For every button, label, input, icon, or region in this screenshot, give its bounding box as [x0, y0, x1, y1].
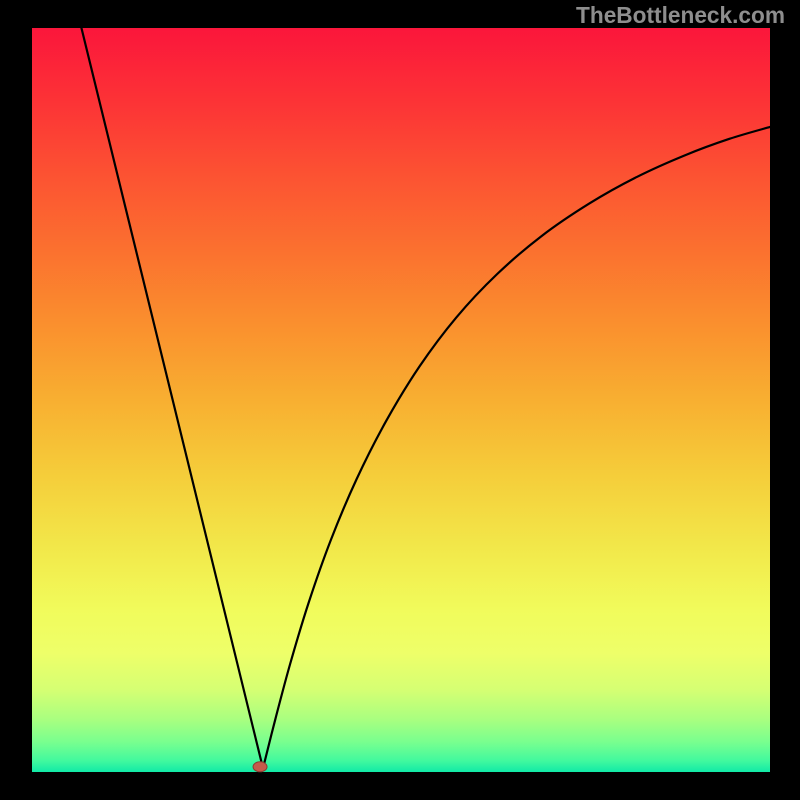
optimal-point-marker [253, 762, 267, 772]
plot-background [32, 28, 770, 772]
bottleneck-chart [0, 0, 800, 800]
chart-frame: TheBottleneck.com [0, 0, 800, 800]
watermark-label: TheBottleneck.com [576, 2, 785, 29]
